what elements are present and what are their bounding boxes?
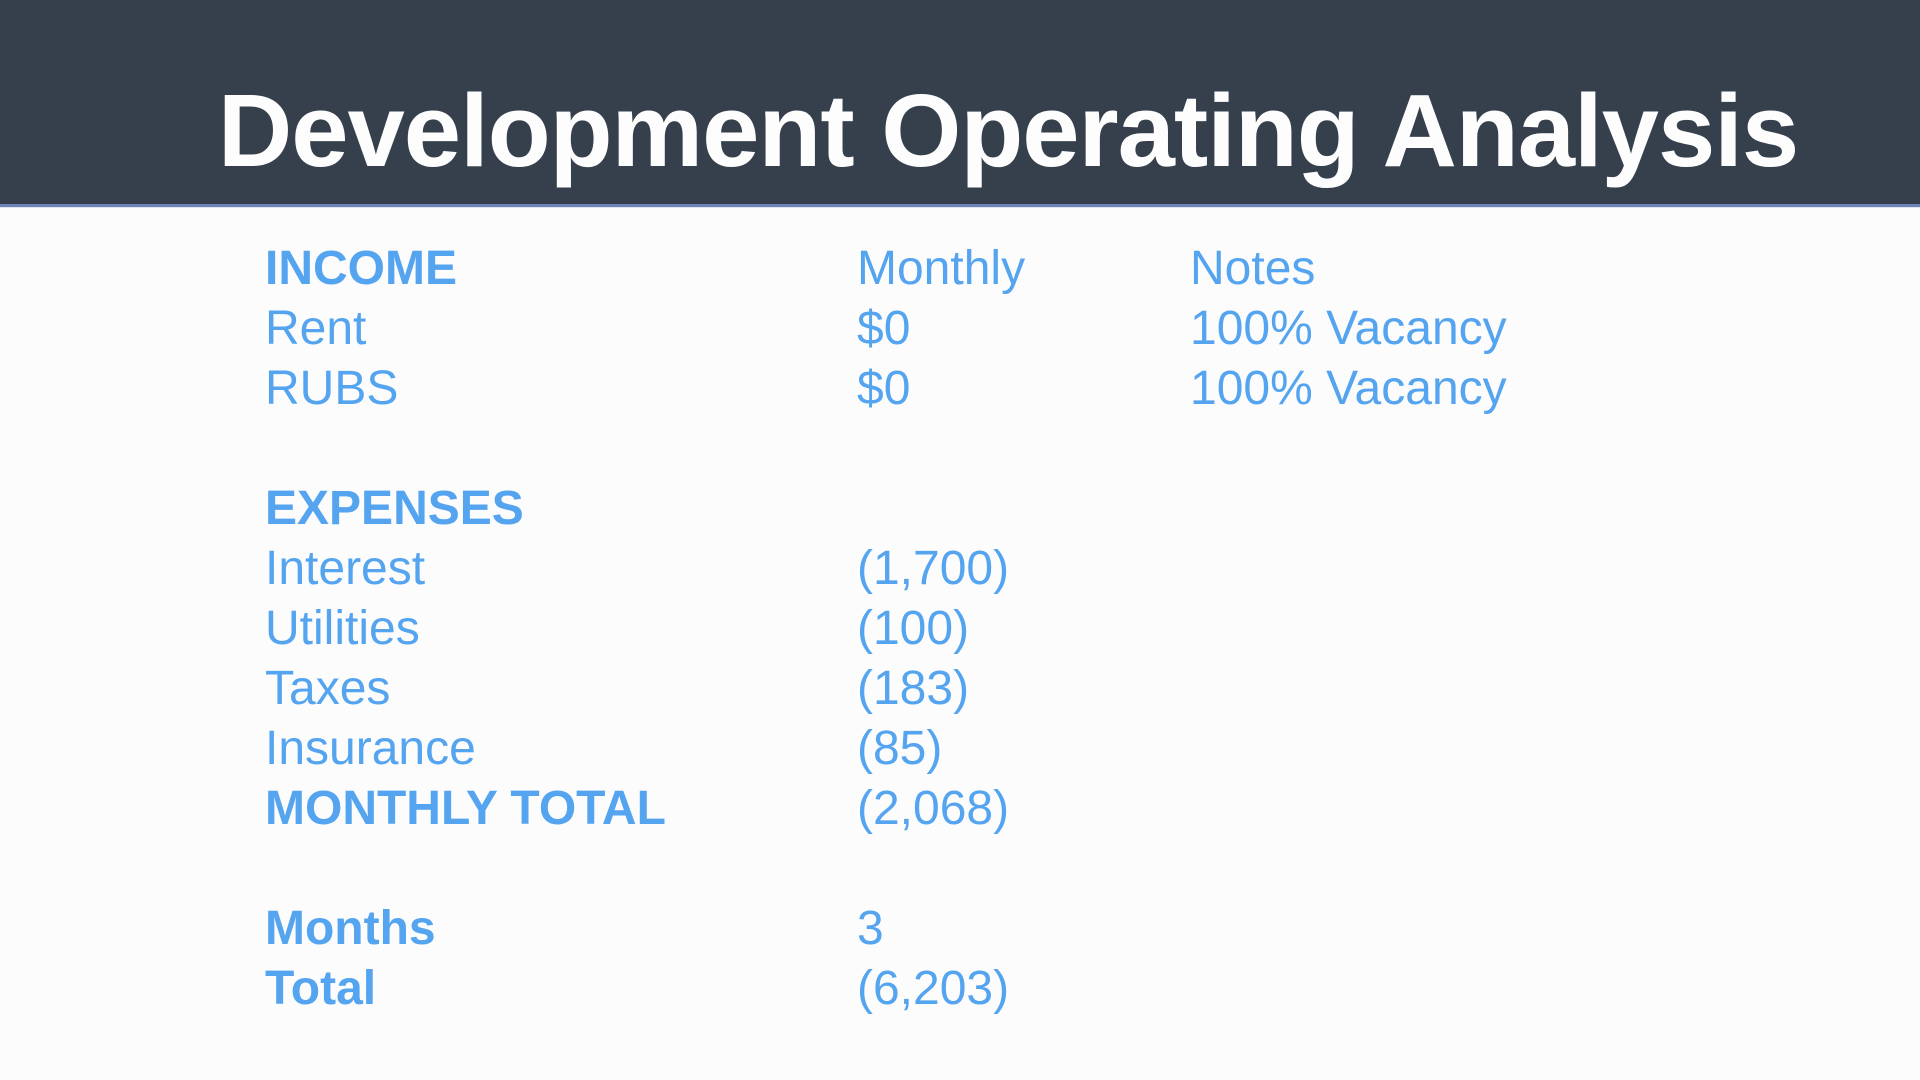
table-row: Rent $0 100% Vacancy: [265, 299, 1920, 359]
row-note: [1190, 779, 1920, 839]
table-row: Total (6,203): [265, 959, 1920, 1019]
row-label: Taxes: [265, 662, 391, 715]
row-label: Interest: [265, 542, 426, 595]
table-row: Interest (1,700): [265, 539, 1920, 599]
row-label: MONTHLY TOTAL: [265, 782, 666, 835]
row-note: 100% Vacancy: [1190, 362, 1507, 415]
row-label: EXPENSES: [265, 482, 524, 535]
table-row: Insurance (85): [265, 719, 1920, 779]
table-row: Taxes (183): [265, 659, 1920, 719]
row-value: 3: [857, 902, 884, 955]
row-value: [857, 479, 1190, 539]
row-label: Utilities: [265, 602, 420, 655]
row-value: (183): [857, 662, 970, 715]
table-row: Utilities (100): [265, 599, 1920, 659]
row-value: Monthly: [857, 242, 1026, 295]
row-value: (2,068): [857, 782, 1010, 835]
row-note: [1190, 479, 1920, 539]
row-note: Notes: [1190, 242, 1316, 295]
spacer-row: [265, 419, 1920, 479]
row-value: (1,700): [857, 542, 1010, 595]
row-value: $0: [857, 362, 911, 415]
table-row: INCOME Monthly Notes: [265, 239, 1920, 299]
row-label: Months: [265, 902, 436, 955]
table-row: MONTHLY TOTAL (2,068): [265, 779, 1920, 839]
spacer-row: [265, 839, 1920, 899]
row-label: Total: [265, 962, 377, 1015]
table-row: Months 3: [265, 899, 1920, 959]
page-title: Development Operating Analysis: [217, 73, 1799, 188]
row-note: [1190, 539, 1920, 599]
row-value: $0: [857, 302, 911, 355]
row-label: INCOME: [265, 242, 457, 295]
row-note: [1190, 599, 1920, 659]
financial-table: INCOME Monthly Notes Rent $0 100% Vacancy RUBS…: [0, 239, 1920, 1019]
row-note: [1190, 899, 1920, 959]
row-note: 100% Vacancy: [1190, 302, 1507, 355]
row-note: [1190, 959, 1920, 1019]
table-row: RUBS $0 100% Vacancy: [265, 359, 1920, 419]
row-note: [1190, 719, 1920, 779]
slide-header: Development Operating Analysis: [0, 0, 1920, 207]
row-label: Rent: [265, 302, 367, 355]
row-label: Insurance: [265, 722, 476, 775]
row-value: (6,203): [857, 962, 1010, 1015]
row-value: (100): [857, 602, 970, 655]
row-label: RUBS: [265, 362, 399, 415]
row-value: (85): [857, 722, 943, 775]
table-row: EXPENSES: [265, 479, 1920, 539]
row-note: [1190, 659, 1920, 719]
